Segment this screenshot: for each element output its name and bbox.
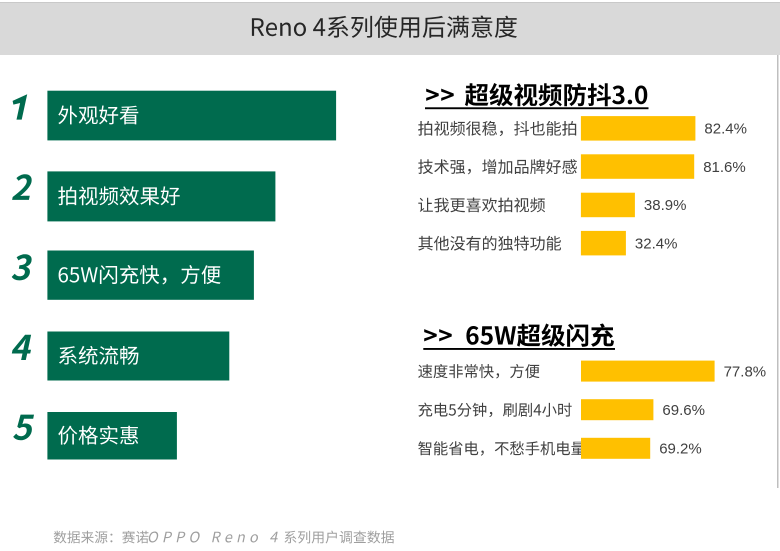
svg-text:69.2%: 69.2% bbox=[659, 441, 702, 458]
svg-text:82.4%: 82.4% bbox=[704, 121, 747, 138]
svg-text:77.8%: 77.8% bbox=[724, 363, 767, 380]
svg-text:32.4%: 32.4% bbox=[635, 236, 678, 253]
svg-text:81.6%: 81.6% bbox=[703, 159, 746, 176]
svg-text:69.6%: 69.6% bbox=[662, 402, 705, 419]
svg-text:38.9%: 38.9% bbox=[644, 197, 687, 214]
